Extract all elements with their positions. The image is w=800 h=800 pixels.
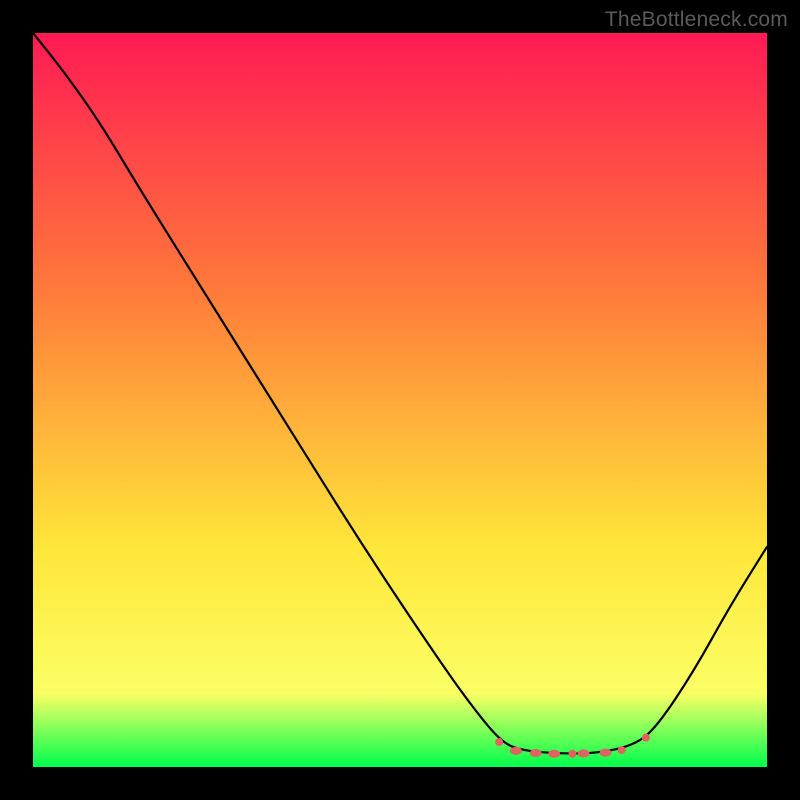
watermark-text: TheBottleneck.com bbox=[605, 8, 788, 32]
chart-container: TheBottleneck.com bbox=[0, 0, 800, 800]
elbow-dot bbox=[568, 750, 576, 758]
elbow-dot bbox=[495, 738, 503, 746]
elbow-dot bbox=[510, 747, 522, 755]
elbow-dot bbox=[530, 749, 542, 757]
plot-svg bbox=[33, 33, 767, 767]
elbow-dot bbox=[642, 734, 650, 742]
elbow-dot bbox=[578, 749, 590, 757]
elbow-dot bbox=[618, 746, 626, 754]
elbow-dot bbox=[600, 749, 612, 757]
elbow-dot bbox=[548, 750, 560, 758]
plot-area bbox=[33, 33, 767, 767]
gradient-background bbox=[33, 33, 767, 767]
